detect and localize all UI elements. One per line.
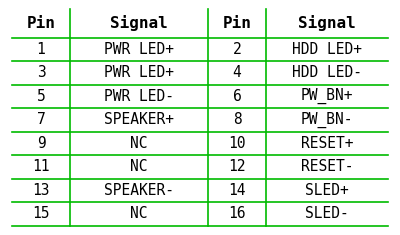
Text: 4: 4 — [233, 65, 241, 80]
Text: RESET+: RESET+ — [301, 136, 353, 151]
Text: 14: 14 — [228, 183, 246, 198]
Text: 6: 6 — [233, 89, 241, 104]
Text: PWR LED+: PWR LED+ — [104, 65, 174, 80]
Text: 9: 9 — [37, 136, 45, 151]
Text: 16: 16 — [228, 206, 246, 221]
Text: NC: NC — [130, 136, 148, 151]
Text: 1: 1 — [37, 42, 45, 57]
Text: 7: 7 — [37, 112, 45, 127]
Text: 12: 12 — [228, 159, 246, 174]
Text: SLED+: SLED+ — [305, 183, 349, 198]
Text: 10: 10 — [228, 136, 246, 151]
Text: PW_BN+: PW_BN+ — [301, 88, 353, 104]
Text: PWR LED+: PWR LED+ — [104, 42, 174, 57]
Text: Signal: Signal — [298, 16, 356, 31]
Text: 2: 2 — [233, 42, 241, 57]
Text: 15: 15 — [32, 206, 50, 221]
Text: 13: 13 — [32, 183, 50, 198]
Text: RESET-: RESET- — [301, 159, 353, 174]
Text: 8: 8 — [233, 112, 241, 127]
Text: SPEAKER-: SPEAKER- — [104, 183, 174, 198]
Text: SLED-: SLED- — [305, 206, 349, 221]
Text: Pin: Pin — [26, 16, 56, 31]
Text: Pin: Pin — [222, 16, 252, 31]
Text: NC: NC — [130, 206, 148, 221]
Text: PWR LED-: PWR LED- — [104, 89, 174, 104]
Text: HDD LED-: HDD LED- — [292, 65, 362, 80]
Text: HDD LED+: HDD LED+ — [292, 42, 362, 57]
Text: NC: NC — [130, 159, 148, 174]
Text: 11: 11 — [32, 159, 50, 174]
Text: PW_BN-: PW_BN- — [301, 112, 353, 128]
Text: SPEAKER+: SPEAKER+ — [104, 112, 174, 127]
Text: Signal: Signal — [110, 16, 168, 31]
Text: 3: 3 — [37, 65, 45, 80]
Text: 5: 5 — [37, 89, 45, 104]
